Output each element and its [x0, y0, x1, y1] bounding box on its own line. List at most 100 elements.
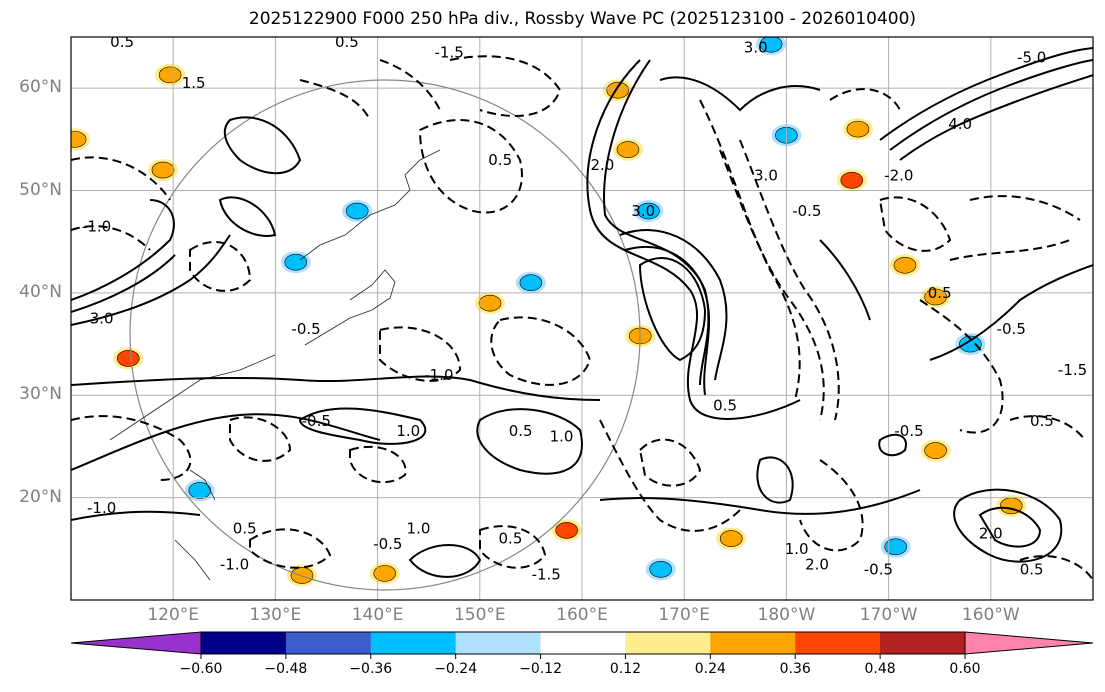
- shaded-area: [519, 274, 543, 291]
- shaded-area: [959, 335, 982, 353]
- contour-label: 3.0: [754, 166, 778, 184]
- longitude-label: 160°E: [556, 605, 608, 625]
- shaded-area: [158, 66, 182, 84]
- contour-label: 0.5: [488, 151, 512, 169]
- colorbar-segment: [710, 632, 796, 654]
- colorbar-tick-label: −0.48: [264, 661, 308, 677]
- shaded-area: [846, 120, 870, 138]
- map-frame: [70, 36, 1094, 601]
- contour-label: 0.5: [1020, 560, 1044, 578]
- contours-solid: [71, 47, 1093, 578]
- colorbar-segment: [201, 632, 287, 654]
- coastlines: [109, 149, 441, 581]
- contour-label: 0.5: [509, 422, 533, 440]
- longitude-label: 150°E: [453, 605, 506, 625]
- contour-label: -1.0: [220, 555, 249, 573]
- contour-label: 2.0: [979, 525, 1003, 543]
- shaded-area: [719, 530, 743, 547]
- contour-label: -0.5: [302, 412, 331, 430]
- contour-label: 3.0: [90, 310, 114, 328]
- contour-label: -0.5: [894, 422, 923, 440]
- longitude-label: 180°W: [757, 605, 816, 625]
- longitude-label: 140°E: [351, 605, 404, 625]
- colorbar-tick-label: −0.24: [434, 661, 478, 677]
- contour-label: -1.0: [87, 499, 116, 517]
- contour-label: -0.5: [864, 560, 893, 578]
- colorbar-segment: [540, 632, 626, 654]
- contour-label: 2.0: [805, 555, 829, 573]
- longitude-label: 160°W: [961, 605, 1020, 625]
- contour-label: 0.5: [499, 530, 523, 548]
- contour-label: 1.0: [396, 422, 420, 440]
- colorbar-tick-label: 0.24: [694, 661, 726, 677]
- shaded-area: [616, 141, 640, 158]
- chart-title: 2025122900 F000 250 hPa div., Rossby Wav…: [248, 9, 917, 29]
- contour-label: 1.0: [550, 427, 574, 445]
- shaded-area: [116, 350, 140, 367]
- shaded-area: [290, 567, 314, 584]
- shaded-area: [284, 253, 308, 271]
- contour-label: 3.0: [631, 202, 655, 220]
- colorbar-extend-max: [964, 631, 1094, 655]
- contour-label: -2.0: [884, 166, 913, 184]
- projection-outline: [129, 79, 641, 591]
- longitude-label: 130°E: [249, 605, 302, 625]
- colorbar: [70, 631, 1094, 659]
- contour-label: -1.5: [434, 43, 463, 61]
- shaded-area: [893, 256, 917, 274]
- latitude-label: 60°N: [19, 77, 62, 98]
- colorbar-segment: [285, 632, 372, 654]
- colorbar-outline: [200, 631, 966, 655]
- shaded-divergence-areas: [71, 37, 1027, 587]
- contour-label: -1.5: [532, 566, 561, 584]
- colorbar-segment: [795, 632, 881, 654]
- shaded-area: [840, 172, 864, 189]
- shaded-area: [924, 442, 947, 459]
- colorbar-tick-label: 0.60: [949, 661, 981, 677]
- contour-label: 1.0: [407, 519, 431, 537]
- shaded-area: [649, 560, 672, 578]
- colorbar-segment: [625, 632, 711, 654]
- colorbar-segment: [880, 632, 966, 654]
- shaded-area: [884, 538, 908, 556]
- latitude-label: 20°N: [19, 486, 62, 507]
- contour-label: 0.5: [335, 33, 359, 51]
- shaded-area: [759, 37, 783, 53]
- contour-label: 0.5: [1030, 412, 1054, 430]
- contour-label: -5.0: [1017, 49, 1046, 67]
- contour-labels: 0.5 0.5 -1.5 1.5 0.5 -1.0 3.0 -0.5 -1.0 -0.5 1.0 0.…: [82, 33, 1087, 584]
- shaded-area: [606, 81, 630, 99]
- shaded-area: [555, 522, 578, 539]
- contour-label: 0.5: [110, 33, 134, 51]
- contour-label: -0.5: [373, 535, 402, 553]
- shaded-area: [188, 482, 212, 499]
- contour-label: -1.5: [1058, 361, 1087, 379]
- longitude-label: 120°E: [147, 605, 200, 625]
- contour-label: 4.0: [948, 115, 972, 133]
- colorbar-tick-label: −0.60: [179, 661, 223, 677]
- shaded-area: [151, 161, 175, 179]
- shaded-area: [478, 294, 502, 312]
- shaded-area: [71, 131, 87, 148]
- shaded-area: [373, 565, 397, 582]
- latitude-label: 40°N: [19, 281, 62, 302]
- colorbar-tick-label: −0.36: [349, 661, 393, 677]
- contours-dashed: [71, 55, 1093, 581]
- contour-label: 0.5: [233, 519, 257, 537]
- contour-label: 0.5: [713, 397, 737, 415]
- colorbar-segment: [455, 632, 542, 654]
- shaded-area: [637, 202, 660, 220]
- graticule: [71, 37, 1093, 600]
- contour-label: -1.0: [424, 366, 453, 384]
- contour-label: 0.5: [928, 284, 952, 302]
- colorbar-tick-label: 0.48: [864, 661, 896, 677]
- colorbar-extend-min: [70, 631, 202, 655]
- shaded-area: [345, 202, 369, 220]
- contour-label: 2.0: [591, 156, 615, 174]
- latitude-label: 50°N: [19, 179, 62, 200]
- latitude-label: 30°N: [19, 384, 62, 405]
- contour-label: -1.0: [82, 217, 111, 235]
- contour-label: 3.0: [744, 38, 768, 56]
- contour-label: -0.5: [792, 202, 821, 220]
